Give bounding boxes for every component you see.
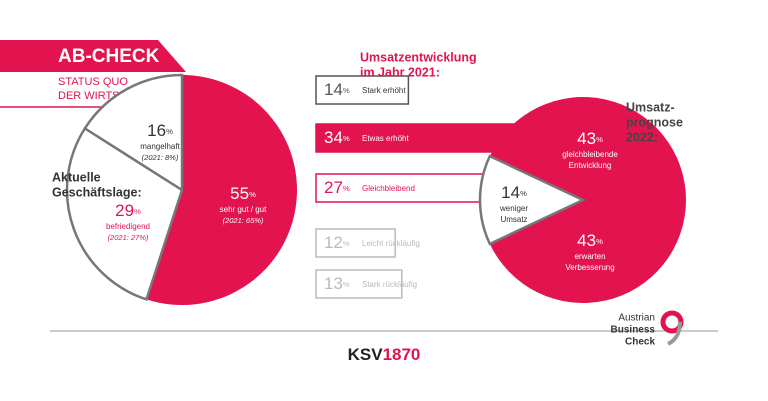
brand: KSV1870 — [348, 345, 421, 364]
value-label: 34% — [324, 128, 350, 147]
chart-title: prognose — [626, 115, 683, 129]
slice-label: sehr gut / gut — [220, 205, 267, 214]
chart-title: im Jahr 2021: — [360, 65, 440, 79]
bar-label: Etwas erhöht — [362, 134, 409, 143]
header-subtitle: STATUS QUO — [58, 76, 128, 88]
chart-title: Geschäftslage: — [52, 185, 142, 199]
value-number: 16 — [147, 121, 166, 140]
value-unit: % — [134, 207, 141, 216]
value-unit: % — [343, 184, 350, 193]
value-unit: % — [596, 237, 603, 246]
value-label: 55% — [230, 184, 256, 203]
slice-label: Umsatz — [500, 215, 527, 224]
slice-label: mangelhaft — [140, 142, 180, 151]
logo-text: Austrian — [618, 313, 655, 324]
value-number: 29 — [115, 201, 134, 220]
slice-note: (2021: 27%) — [108, 233, 149, 242]
slice-label: Verbesserung — [565, 263, 614, 272]
slice-label: befriedigend — [106, 222, 150, 231]
slice-label: Entwicklung — [569, 161, 612, 170]
value-unit: % — [343, 239, 350, 248]
bar — [315, 75, 410, 105]
value-number: 55 — [230, 184, 249, 203]
value-label: 12% — [324, 233, 350, 252]
pie-slice — [478, 154, 586, 246]
value-unit: % — [166, 127, 173, 136]
slice-label: weniger — [499, 204, 528, 213]
pie-slice — [65, 126, 184, 301]
bar-label: Stark erhöht — [362, 86, 406, 95]
chart-title: Umsatzentwicklung — [360, 50, 477, 64]
pie-slice — [489, 96, 686, 200]
value-unit: % — [249, 190, 256, 199]
chart-title: Umsatz- — [626, 100, 675, 114]
logo-text: Check — [625, 337, 655, 348]
value-number: 14 — [501, 183, 520, 202]
slice-label: gleichbleibende — [562, 150, 618, 159]
value-label: 14% — [324, 80, 350, 99]
value-number: 43 — [577, 231, 596, 250]
bar-label: Leicht rückläufig — [362, 239, 420, 248]
value-number: 14 — [324, 80, 343, 99]
value-number: 27 — [324, 178, 343, 197]
value-label: 29% — [115, 201, 141, 220]
bar — [315, 228, 396, 258]
value-unit: % — [343, 280, 350, 289]
header-title: AB-CHECK — [58, 46, 160, 67]
brand-part: 1870 — [383, 345, 421, 364]
value-label: 27% — [324, 178, 350, 197]
value-label: 16% — [147, 121, 173, 140]
value-label: 14% — [501, 183, 527, 202]
value-unit: % — [520, 189, 527, 198]
pie-slice — [146, 75, 298, 305]
value-number: 43 — [577, 129, 596, 148]
slice-label: erwarten — [574, 252, 605, 261]
slice-note: (2021: 65%) — [223, 216, 264, 225]
value-unit: % — [596, 135, 603, 144]
value-unit: % — [343, 86, 350, 95]
bar-label: Gleichbleibend — [362, 184, 415, 193]
bar-label: Stark rückläufig — [362, 280, 417, 289]
value-label: 13% — [324, 274, 350, 293]
value-number: 34 — [324, 128, 343, 147]
logo-text: Business — [611, 325, 656, 336]
slice-note: (2021: 8%) — [142, 153, 179, 162]
brand-part: KSV — [348, 345, 384, 364]
chart-title: 2022: — [626, 130, 658, 144]
pie-slice — [83, 73, 184, 193]
chart-title: Aktuelle — [52, 170, 101, 184]
pie-slice — [489, 200, 686, 304]
logo-tail — [667, 321, 682, 346]
value-label: 43% — [577, 231, 603, 250]
header-band — [0, 40, 186, 72]
bar — [315, 269, 403, 299]
bar — [315, 173, 495, 203]
value-number: 12 — [324, 233, 343, 252]
value-unit: % — [343, 134, 350, 143]
value-number: 13 — [324, 274, 343, 293]
value-label: 43% — [577, 129, 603, 148]
